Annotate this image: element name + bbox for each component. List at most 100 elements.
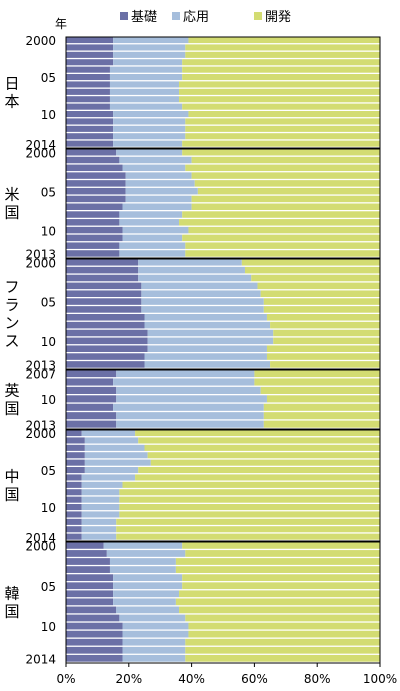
x-tick-label-3: 60%	[241, 672, 268, 686]
bar-applied-3-2009	[116, 386, 261, 394]
bar-basic-5-2008	[66, 606, 117, 614]
bar-applied-0-2014	[113, 140, 183, 147]
bar-basic-5-2003	[66, 566, 110, 573]
bar-basic-1-2006	[66, 195, 126, 203]
bar-development-3-2012	[263, 412, 380, 420]
bar-development-3-2010	[266, 395, 380, 403]
year-label-2-3: 2013	[25, 359, 56, 373]
bar-applied-2-2002	[138, 274, 252, 282]
legend-label-development: 開発	[265, 10, 291, 25]
bar-basic-2-2012	[66, 353, 145, 360]
bar-applied-0-2002	[113, 51, 186, 58]
bar-development-0-2006	[179, 81, 380, 88]
x-tick-label-4: 80%	[304, 672, 331, 686]
bar-applied-1-2011	[122, 234, 183, 242]
bar-development-1-2002	[185, 164, 380, 172]
bar-basic-1-2004	[66, 180, 126, 187]
bar-applied-5-2002	[109, 558, 176, 565]
bar-basic-3-2007	[66, 370, 117, 378]
bar-basic-0-2012	[66, 125, 114, 132]
panel-frame-5	[65, 541, 381, 664]
bar-basic-0-2000	[66, 37, 114, 44]
bar-development-2-2005	[263, 298, 380, 305]
bar-basic-4-2002	[66, 444, 85, 451]
bar-development-0-2002	[185, 51, 380, 58]
bar-applied-2-2008	[144, 321, 271, 329]
bar-basic-0-2008	[66, 96, 110, 103]
bar-basic-2-2002	[66, 274, 139, 282]
bar-applied-5-2007	[113, 598, 176, 606]
bar-development-5-2002	[175, 558, 380, 565]
bar-basic-5-2009	[66, 614, 120, 622]
bar-development-0-2001	[185, 44, 380, 51]
bar-applied-1-2012	[119, 242, 186, 249]
bar-applied-5-2004	[113, 574, 183, 582]
bar-development-0-2003	[182, 59, 380, 66]
bar-development-4-2002	[144, 444, 380, 451]
bar-development-4-2007	[122, 481, 381, 488]
bar-development-2-2010	[273, 337, 380, 345]
bar-basic-3-2010	[66, 395, 117, 403]
bar-development-2-2013	[270, 361, 380, 368]
country-label-2-0: フ	[4, 278, 19, 296]
bar-basic-1-2007	[66, 203, 123, 210]
bar-development-0-2005	[182, 74, 380, 81]
bar-basic-1-2005	[66, 187, 126, 195]
bar-applied-0-2010	[113, 111, 189, 118]
country-label-3-0: 英	[4, 382, 19, 400]
year-label-3-0: 2007	[25, 368, 56, 382]
bar-applied-1-2010	[122, 226, 189, 234]
bar-basic-0-2001	[66, 44, 114, 51]
bar-applied-1-2002	[122, 164, 186, 172]
year-label-2-0: 2000	[25, 256, 56, 270]
bar-applied-3-2010	[116, 395, 267, 403]
bar-basic-1-2013	[66, 250, 120, 257]
year-axis-label: 年	[55, 17, 67, 31]
bar-applied-0-2011	[113, 118, 186, 125]
legend-swatch-development	[254, 12, 262, 20]
bar-development-4-2011	[119, 511, 380, 518]
bar-development-1-2009	[179, 219, 380, 226]
bar-applied-2-2013	[144, 361, 271, 368]
bar-applied-1-2001	[119, 156, 192, 164]
bar-applied-4-2012	[81, 518, 117, 525]
bar-basic-0-2014	[66, 140, 114, 147]
year-label-0-2: 10	[41, 108, 56, 122]
bar-development-5-2001	[185, 550, 380, 557]
bar-development-0-2008	[179, 96, 380, 103]
panel-frame-0	[65, 36, 381, 149]
bar-applied-5-2003	[109, 566, 176, 573]
x-tick-label-1: 20%	[115, 672, 142, 686]
bar-basic-4-2011	[66, 511, 82, 518]
bar-basic-0-2006	[66, 81, 110, 88]
bar-development-1-2007	[191, 203, 380, 210]
panel-frame-4	[65, 429, 381, 542]
bar-basic-0-2005	[66, 74, 110, 81]
bar-development-1-2008	[182, 211, 380, 218]
country-label-3-1: 国	[4, 400, 19, 418]
bar-basic-3-2013	[66, 420, 117, 428]
year-label-0-0: 2000	[25, 34, 56, 48]
bar-development-5-2004	[182, 574, 380, 582]
country-label-2-1: ラ	[4, 296, 19, 314]
bar-basic-1-2002	[66, 164, 123, 172]
bar-applied-2-2010	[147, 337, 274, 345]
bar-basic-4-2013	[66, 526, 82, 533]
bar-development-1-2000	[182, 149, 380, 156]
bar-applied-1-2013	[119, 250, 186, 257]
bar-applied-0-2004	[109, 66, 183, 73]
bar-development-1-2013	[185, 250, 380, 257]
bar-basic-4-2005	[66, 467, 85, 474]
bar-applied-1-2007	[122, 203, 192, 210]
bar-basic-5-2010	[66, 622, 123, 630]
bar-development-1-2012	[185, 242, 380, 249]
bar-applied-5-2000	[103, 542, 183, 549]
bar-development-0-2014	[182, 140, 380, 147]
bar-development-0-2013	[185, 133, 380, 140]
bar-applied-2-2006	[141, 306, 264, 313]
panel-1: 2000 05 10 2013 米国	[4, 146, 381, 262]
bar-applied-2-2011	[147, 345, 267, 352]
country-label-1-1: 国	[4, 204, 19, 222]
bar-basic-0-2003	[66, 59, 114, 66]
bar-development-3-2013	[263, 420, 380, 428]
